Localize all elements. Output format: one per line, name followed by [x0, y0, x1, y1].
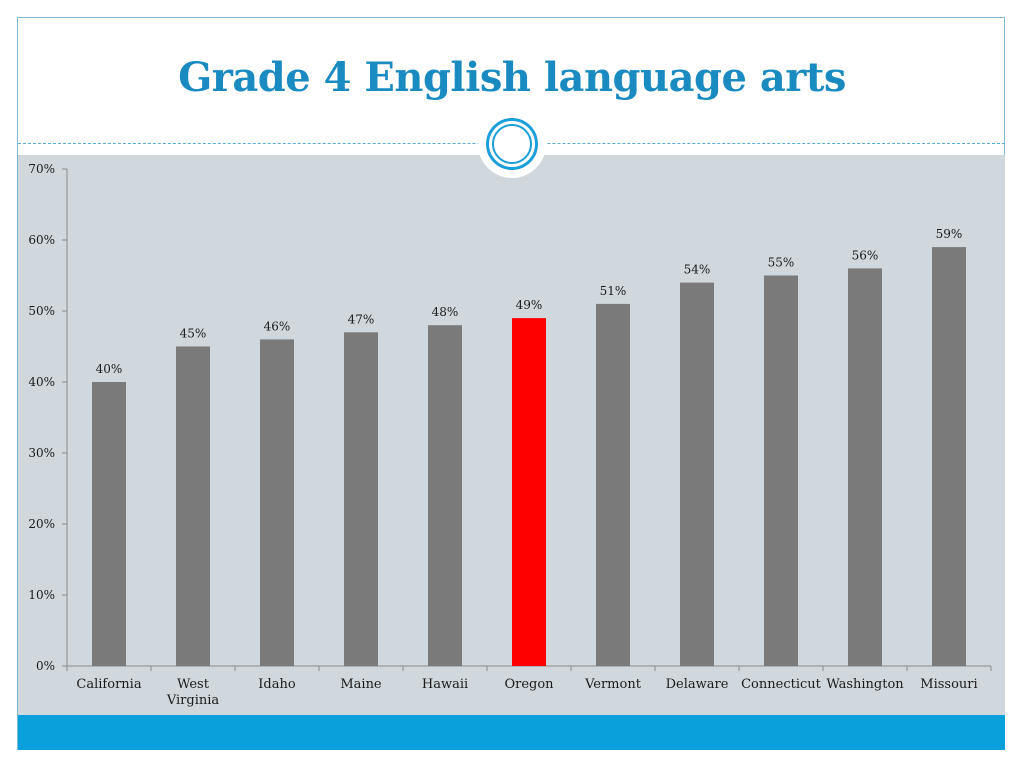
data-label: 51% [600, 284, 627, 298]
x-tick-label-line: Oregon [504, 677, 554, 692]
x-tick-label: Connecticut [741, 677, 822, 692]
slide-title: Grade 4 English language arts [178, 54, 846, 101]
y-tick-label: 70% [28, 162, 55, 176]
y-tick-label: 60% [28, 233, 55, 247]
x-tick-label-line: West [177, 677, 210, 692]
x-tick-label: Oregon [504, 677, 554, 692]
x-tick-label-line: Delaware [666, 677, 729, 692]
bar-connecticut [764, 275, 798, 666]
x-tick-label: Hawaii [422, 677, 468, 692]
x-tick-label: Idaho [258, 677, 296, 692]
data-label: 49% [516, 298, 543, 312]
circle-ornament-inner [492, 124, 532, 164]
data-label: 47% [348, 312, 375, 326]
x-tick-label-line: Connecticut [741, 677, 822, 692]
x-tick-label: Maine [340, 677, 382, 692]
data-label: 56% [852, 248, 879, 262]
x-tick-label-line: Virginia [166, 693, 220, 708]
x-tick-label-line: Missouri [920, 677, 977, 692]
x-tick-label-line: Vermont [584, 677, 642, 692]
x-tick-label-line: Hawaii [422, 677, 468, 692]
bar-hawaii [428, 325, 462, 666]
bar-vermont [596, 303, 630, 666]
x-tick-label: Missouri [920, 677, 977, 692]
y-tick-label: 0% [36, 659, 55, 673]
y-tick-label: 20% [28, 517, 55, 531]
x-tick-label: Vermont [584, 677, 642, 692]
x-tick-label: California [76, 677, 141, 692]
data-label: 46% [264, 319, 291, 333]
bar-oregon [512, 318, 546, 666]
data-label: 59% [936, 227, 963, 241]
x-tick-label-line: Washington [826, 677, 904, 692]
bar-west-virginia [176, 346, 210, 666]
data-label: 48% [432, 305, 459, 319]
x-tick-label: Delaware [666, 677, 729, 692]
y-tick-label: 50% [28, 304, 55, 318]
data-label: 40% [96, 362, 123, 376]
x-tick-label: Washington [826, 677, 904, 692]
bar-washington [848, 268, 882, 666]
x-tick-label-line: Idaho [258, 677, 296, 692]
y-tick-label: 30% [28, 446, 55, 460]
x-tick-label-line: California [76, 677, 141, 692]
data-label: 54% [684, 263, 711, 277]
x-tick-label: West Virginia [166, 677, 220, 708]
y-tick-label: 10% [28, 588, 55, 602]
footer-bar [18, 715, 1005, 750]
bar-maine [344, 332, 378, 666]
bar-missouri [932, 247, 966, 666]
y-tick-label: 40% [28, 375, 55, 389]
bar-california [92, 382, 126, 666]
data-label: 55% [768, 256, 795, 270]
bar-idaho [260, 339, 294, 666]
data-label: 45% [180, 327, 207, 341]
bar-delaware [680, 282, 714, 666]
x-tick-label-line: Maine [340, 677, 382, 692]
